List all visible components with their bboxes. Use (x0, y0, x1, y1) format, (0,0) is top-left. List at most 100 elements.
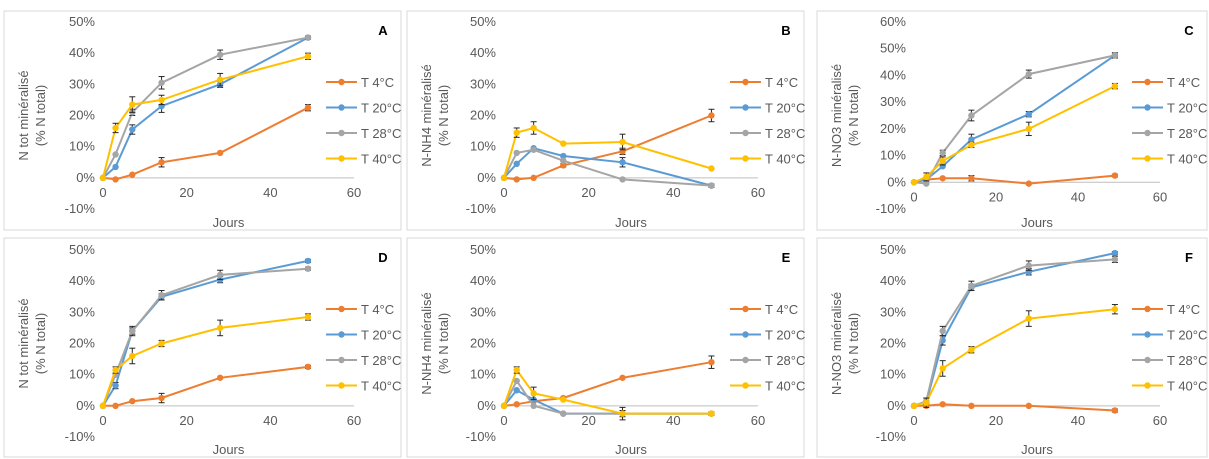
legend-item: T 28°C (730, 126, 805, 141)
data-point (129, 101, 136, 108)
y-axis-title-line: N tot minéralisé (16, 70, 31, 160)
x-axis-title: Jours (615, 215, 647, 230)
x-tick-label: 20 (179, 413, 193, 428)
data-point (619, 410, 626, 417)
x-axis-title: Jours (1021, 442, 1053, 457)
data-point (939, 365, 946, 372)
data-point (513, 401, 520, 408)
legend-label: T 40°C (1167, 152, 1207, 167)
data-point (560, 410, 567, 417)
y-tick-label: 30% (69, 304, 95, 319)
x-axis-title: Jours (615, 442, 647, 457)
y-tick-label: -10% (65, 201, 96, 216)
data-point (304, 34, 312, 41)
y-axis-title-line: N tot minéralisé (16, 298, 31, 388)
data-point (1025, 262, 1033, 269)
legend-item: T 28°C (326, 353, 401, 368)
x-tick-label: 20 (581, 185, 595, 200)
data-point (1111, 256, 1119, 263)
legend-label: T 28°C (765, 126, 805, 141)
legend-swatch-marker (1144, 356, 1151, 364)
data-point (968, 141, 975, 149)
y-tick-label: -10% (466, 429, 497, 444)
data-point (99, 402, 107, 410)
legend-swatch-marker (742, 305, 749, 313)
x-tick-label: 40 (666, 413, 680, 428)
x-tick-label: 20 (581, 413, 595, 428)
y-tick-label: 0% (477, 170, 496, 185)
x-axis-title: Jours (213, 442, 245, 457)
legend-label: T 40°C (765, 379, 805, 394)
legend-label: T 28°C (361, 126, 401, 141)
x-tick-label: 60 (751, 413, 765, 428)
y-tick-label: 20% (470, 336, 496, 351)
data-point (1025, 110, 1033, 118)
data-point (910, 402, 918, 410)
legend-label: T 40°C (765, 152, 805, 167)
chart-frame (816, 237, 1208, 458)
y-axis-title: N tot minéralisé (% N total) (16, 70, 48, 160)
legend-item: T 28°C (1132, 353, 1207, 368)
data-point (560, 157, 567, 164)
legend-item: T 4°C (730, 302, 798, 317)
x-tick-label: 40 (263, 413, 277, 428)
data-point (513, 149, 520, 157)
series-t-40-c (99, 52, 312, 182)
data-point (158, 79, 165, 86)
legend-swatch-marker (742, 331, 749, 338)
y-tick-label: 50% (880, 242, 906, 257)
y-tick-label: 30% (470, 76, 496, 91)
y-tick-label: 20% (880, 336, 906, 351)
data-point (560, 162, 567, 169)
y-axis-title-line: (% N total) (33, 85, 48, 146)
data-point (500, 174, 508, 182)
series-line (503, 367, 712, 415)
legend-label: T 40°C (361, 152, 401, 167)
data-point (216, 324, 224, 332)
legend-swatch-marker (338, 331, 345, 338)
data-point (968, 175, 975, 182)
y-tick-label: 50% (880, 41, 906, 56)
data-point (1111, 172, 1119, 179)
data-point (216, 51, 224, 58)
data-point (304, 104, 312, 111)
data-point (619, 176, 626, 183)
data-point (513, 366, 520, 374)
panel-letter: F (1185, 250, 1193, 265)
data-point (939, 157, 946, 165)
y-tick-label: 50% (470, 242, 496, 257)
data-point (910, 179, 918, 186)
series-line (102, 316, 309, 407)
y-tick-label: 20% (470, 108, 496, 123)
y-axis-title-line: (% N total) (436, 313, 451, 374)
data-point (158, 394, 165, 402)
legend-item: T 4°C (326, 302, 394, 317)
series-line (503, 126, 712, 179)
series-line (102, 55, 309, 179)
data-point (513, 129, 520, 136)
x-tick-label: 0 (910, 413, 917, 428)
legend-label: T 4°C (361, 75, 394, 90)
x-tick-label: 0 (99, 413, 106, 428)
chart-panel-a: -10% 0% 10% 20% 30% 40% 50% 0 20 40 60 Jours N tot m… (3, 10, 402, 231)
data-point (1025, 70, 1033, 78)
x-tick-label: 0 (500, 413, 507, 428)
data-point (1025, 315, 1033, 322)
legend-label: T 28°C (1167, 353, 1207, 368)
y-tick-label: 40% (880, 67, 906, 82)
legend-swatch-marker (1144, 78, 1151, 86)
y-tick-label: 60% (880, 14, 906, 29)
data-point (530, 124, 537, 132)
x-tick-label: 60 (1153, 413, 1167, 428)
y-axis-title-line: (% N total) (846, 85, 861, 146)
data-point (619, 374, 626, 381)
y-tick-label: -10% (876, 201, 907, 216)
legend-swatch-marker (742, 129, 749, 137)
legend-label: T 4°C (361, 302, 394, 317)
data-point (923, 180, 930, 187)
legend-item: T 40°C (326, 152, 401, 167)
legend-label: T 40°C (361, 379, 401, 394)
y-tick-label: 50% (470, 14, 496, 29)
legend-label: T 4°C (1167, 302, 1200, 317)
series-line (102, 36, 309, 179)
